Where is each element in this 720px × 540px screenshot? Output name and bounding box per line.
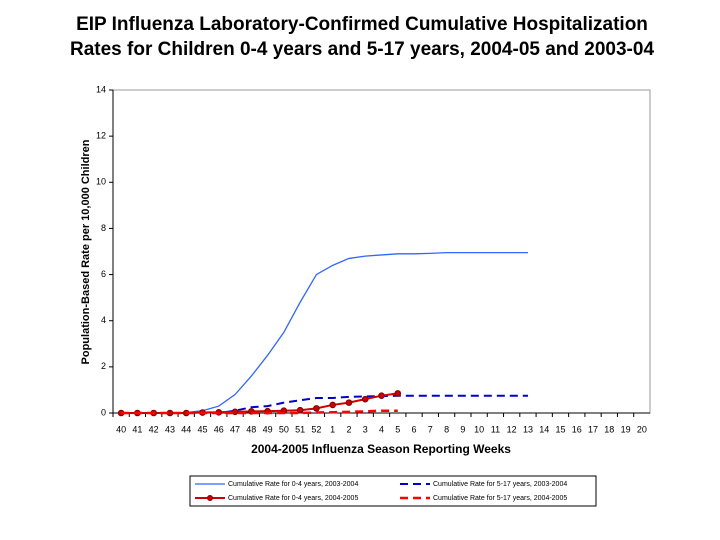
x-tick-label: 15 (555, 424, 565, 434)
y-tick-label: 8 (101, 223, 106, 233)
x-tick-label: 44 (181, 424, 191, 434)
x-tick-label: 49 (263, 424, 273, 434)
series-line (121, 252, 528, 414)
y-tick-label: 6 (101, 269, 106, 279)
legend-label: Cumulative Rate for 0-4 years, 2004-2005 (228, 495, 358, 502)
x-tick-label: 14 (539, 424, 549, 434)
series-line (121, 409, 398, 415)
x-tick-label: 8 (444, 424, 449, 434)
x-tick-label: 50 (279, 424, 289, 434)
x-tick-label: 18 (604, 424, 614, 434)
chart-title: Rates for Children 0-4 years and 5-17 ye… (70, 39, 654, 60)
series-marker (361, 395, 369, 403)
y-axis-label: Population-Based Rate per 10,000 Childre… (80, 139, 92, 364)
x-axis-label: 2004-2005 Influenza Season Reporting Wee… (251, 442, 511, 456)
x-tick-label: 4 (379, 424, 384, 434)
x-tick-label: 16 (572, 424, 582, 434)
x-tick-label: 47 (230, 424, 240, 434)
x-tick-label: 7 (428, 424, 433, 434)
x-tick-label: 45 (197, 424, 207, 434)
x-tick-label: 11 (491, 424, 500, 434)
y-tick-label: 0 (101, 407, 106, 417)
legend-label: Cumulative Rate for 5-17 years, 2003-200… (433, 481, 567, 488)
y-tick-label: 14 (96, 84, 106, 94)
plot-area (112, 89, 651, 414)
y-tick-label: 12 (96, 131, 106, 141)
series-marker (313, 405, 320, 412)
series-marker (394, 390, 402, 397)
series-marker (345, 399, 353, 406)
x-tick-label: 52 (311, 424, 321, 434)
x-tick-label: 51 (295, 424, 305, 434)
x-tick-label: 10 (474, 424, 484, 434)
chart-title: EIP Influenza Laboratory-Confirmed Cumul… (76, 14, 648, 35)
series-line (121, 394, 528, 414)
x-tick-label: 43 (165, 424, 175, 434)
x-tick-label: 9 (460, 424, 465, 434)
y-tick-label: 4 (101, 315, 106, 325)
x-tick-label: 3 (363, 424, 368, 434)
x-tick-label: 13 (523, 424, 533, 434)
x-tick-label: 40 (116, 424, 126, 434)
x-tick-label: 2 (346, 424, 351, 434)
x-tick-label: 19 (621, 424, 631, 434)
x-tick-label: 46 (214, 424, 224, 434)
series-marker (378, 392, 385, 399)
x-tick-label: 17 (588, 424, 598, 434)
legend-label: Cumulative Rate for 0-4 years, 2003-2004 (228, 481, 358, 488)
x-tick-label: 12 (507, 424, 517, 434)
legend-marker (207, 495, 213, 501)
legend (189, 475, 597, 507)
y-tick-label: 2 (101, 361, 106, 371)
series-marker (329, 401, 336, 409)
x-tick-label: 42 (149, 424, 159, 434)
x-tick-label: 6 (412, 424, 417, 434)
x-tick-label: 48 (246, 424, 256, 434)
x-tick-label: 20 (637, 424, 647, 434)
series-marker (296, 406, 304, 414)
y-tick-label: 10 (96, 177, 106, 187)
legend-label: Cumulative Rate for 5-17 years, 2004-200… (433, 495, 567, 502)
x-tick-label: 41 (132, 424, 142, 434)
x-tick-label: 1 (330, 424, 335, 434)
x-tick-label: 5 (395, 424, 400, 434)
